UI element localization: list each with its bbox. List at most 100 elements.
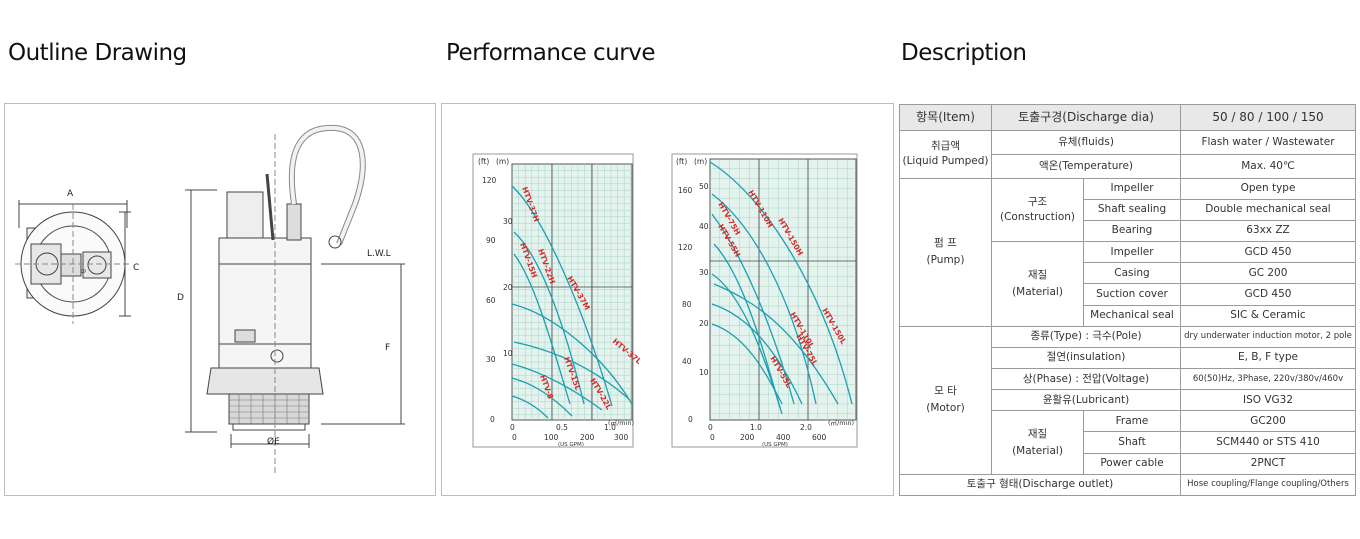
description-title: Description: [901, 40, 1027, 66]
ft-tick: 0: [688, 415, 693, 424]
table-row: 재질 (Material) Frame GC200: [900, 410, 1356, 475]
outline-drawing-title: Outline Drawing: [8, 40, 187, 66]
impeller-label: Impeller: [1083, 177, 1181, 200]
table-row: 토출구 형태(Discharge outlet) Hose coupling/F…: [899, 473, 1356, 497]
performance-curve-title: Performance curve: [446, 40, 656, 66]
pump-label: 펌 프 (Pump): [899, 177, 992, 327]
x-tick: 0.5: [556, 423, 568, 432]
ft-tick: 120: [678, 243, 693, 252]
dim-b-label: B: [79, 269, 86, 273]
fluids-value: Flash water / Wastewater: [1180, 130, 1356, 155]
shaft-label: Shaft: [1083, 431, 1181, 454]
dim-e-label: ØE: [267, 436, 280, 447]
m-tick: 30: [503, 217, 513, 226]
lubricant-value: ISO VG32: [1180, 389, 1356, 412]
cable-label: Power cable: [1083, 452, 1181, 475]
performance-curve-panel: HTV-37H HTV-22H HTV-15H HTV-37M HTV-37L …: [441, 103, 894, 496]
bearing-label: Bearing: [1083, 219, 1181, 243]
fluids-label: 유체(fluids): [991, 130, 1181, 155]
table-row: 취급액 (Liquid Pumped) 유체(fluids) Flash wate…: [899, 130, 1356, 179]
table-row: Suction cover GCD 450: [900, 283, 1356, 306]
shaft-seal-value: Double mechanical seal: [1180, 198, 1356, 221]
ft-tick: 90: [486, 236, 496, 245]
m-tick: 10: [699, 368, 709, 377]
gpm-tick: 0: [710, 433, 715, 442]
insulation-label: 절연(insulation): [991, 346, 1181, 370]
x-tick: 2.0: [800, 423, 812, 432]
mech-seal-label: Mechanical seal: [1083, 304, 1181, 327]
right-performance-chart: HTV-75H HTV-55H HTV-110H HTV-150H HTV-15…: [671, 153, 858, 448]
pump-material-label: 재질 (Material): [991, 241, 1084, 327]
unit-flow: (㎥/min): [608, 418, 634, 427]
unit-gpm: (US GPM): [558, 442, 584, 448]
material-impeller-value: GCD 450: [1180, 241, 1356, 264]
m-tick: 20: [699, 319, 709, 328]
ft-tick: 160: [678, 186, 693, 195]
dim-a-label: A: [67, 189, 74, 199]
gpm-tick: 200: [740, 433, 755, 442]
m-tick: 40: [699, 222, 709, 231]
table-row: Shaft SCM440 or STS 410: [900, 431, 1356, 454]
phase-label: 상(Phase) : 전압(Voltage): [991, 367, 1181, 391]
casing-label: Casing: [1083, 262, 1181, 285]
unit-flow: (㎥/min): [828, 418, 854, 427]
x-tick: 0: [510, 423, 515, 432]
table-row: 윤활유(Lubricant) ISO VG32: [900, 389, 1356, 412]
ft-tick: 30: [486, 355, 496, 364]
dim-c-label: C: [133, 263, 139, 273]
header-item: 항목(Item): [899, 104, 992, 131]
ft-tick: 60: [486, 296, 496, 305]
type-label: 종류(Type) : 극수(Pole): [991, 325, 1181, 348]
header-discharge: 토출구경(Discharge dia): [991, 104, 1181, 131]
temp-value: Max. 40℃: [1180, 153, 1356, 179]
outline-drawing-panel: A B C D ØE F L.W.L: [4, 103, 436, 496]
table-row: 모 타 (Motor) 종류(Type) : 극수(Pole) dry under…: [899, 325, 1356, 475]
table-row: 펌 프 (Pump) 구조 (Construction) Impeller Open…: [899, 177, 1356, 327]
unit-ft: (ft): [676, 157, 687, 166]
unit-ft: (ft): [478, 157, 489, 166]
pump-top-view: [15, 200, 131, 324]
dim-f-label: F: [385, 343, 390, 353]
gpm-tick: 600: [812, 433, 827, 442]
cable-value: 2PNCT: [1180, 452, 1356, 475]
x-tick: 0: [708, 423, 713, 432]
table-row: 절연(insulation) E, B, F type: [900, 346, 1356, 370]
gpm-tick: 0: [512, 433, 517, 442]
performance-charts: HTV-37H HTV-22H HTV-15H HTV-37M HTV-37L …: [472, 153, 858, 448]
impeller-value: Open type: [1180, 177, 1356, 200]
lubricant-label: 윤활유(Lubricant): [991, 389, 1181, 412]
ft-tick: 40: [682, 357, 692, 366]
frame-label: Frame: [1083, 410, 1181, 433]
lwl-label: L.W.L: [367, 249, 391, 259]
left-performance-chart: HTV-37H HTV-22H HTV-15H HTV-37M HTV-37L …: [472, 153, 643, 448]
ft-tick: 120: [482, 176, 497, 185]
header-sizes: 50 / 80 / 100 / 150: [1180, 104, 1356, 131]
motor-label: 모 타 (Motor): [899, 325, 992, 475]
frame-value: GC200: [1180, 410, 1356, 433]
bearing-value: 63xx ZZ: [1180, 219, 1356, 243]
x-tick: 1.0: [604, 423, 616, 432]
outlet-label: 토출구 형태(Discharge outlet): [899, 473, 1181, 497]
construction-label: 구조 (Construction): [991, 177, 1084, 243]
mech-seal-value: SIC & Ceramic: [1180, 304, 1356, 327]
unit-m: (m): [496, 157, 509, 166]
gpm-tick: 100: [544, 433, 559, 442]
phase-value: 60(50)Hz, 3Phase, 220v/380v/460v: [1180, 367, 1356, 391]
shaft-seal-label: Shaft sealing: [1083, 198, 1181, 221]
x-tick: 1.0: [750, 423, 762, 432]
m-tick: 20: [503, 283, 513, 292]
outline-drawing: A B C D ØE F L.W.L: [15, 124, 405, 474]
table-header-row: 항목(Item) 토출구경(Discharge dia) 50 / 80 / 1…: [899, 104, 1356, 131]
spec-table: 항목(Item) 토출구경(Discharge dia) 50 / 80 / 1…: [899, 104, 1356, 497]
pump-side-view: [185, 124, 405, 474]
gpm-tick: 400: [776, 433, 791, 442]
temp-label: 액온(Temperature): [991, 153, 1181, 179]
type-value: dry underwater induction motor, 2 pole: [1180, 325, 1356, 348]
m-tick: 30: [699, 268, 709, 277]
m-tick: 10: [503, 349, 513, 358]
shaft-value: SCM440 or STS 410: [1180, 431, 1356, 454]
description-panel: 항목(Item) 토출구경(Discharge dia) 50 / 80 / 1…: [899, 104, 1356, 497]
suction-value: GCD 450: [1180, 283, 1356, 306]
suction-label: Suction cover: [1083, 283, 1181, 306]
table-row: 재질 (Material) Impeller GCD 450: [900, 241, 1356, 327]
